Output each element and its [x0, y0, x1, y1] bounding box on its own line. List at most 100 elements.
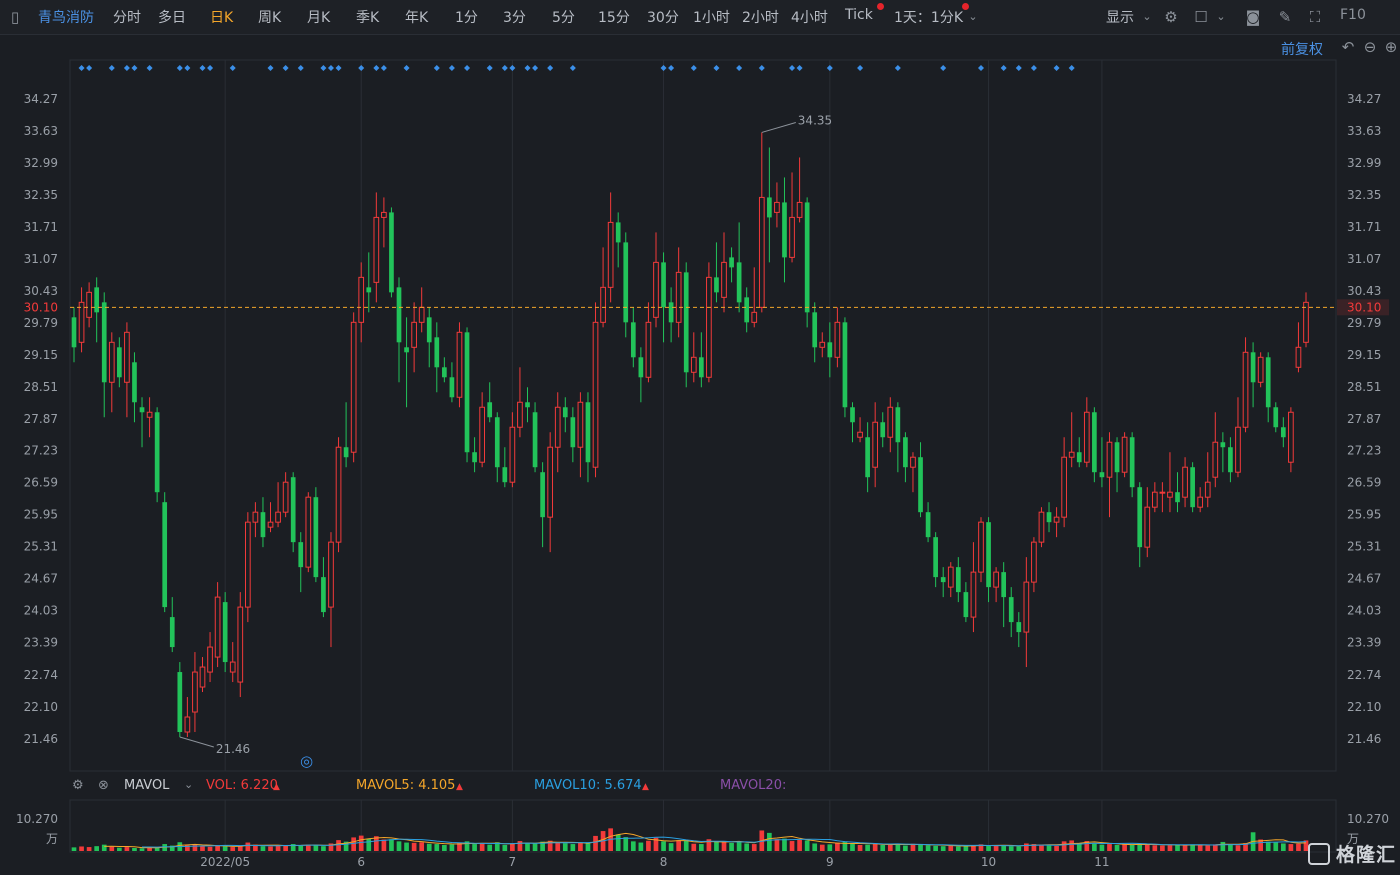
- candle-0: [71, 307, 77, 363]
- y-tick-right-20: 21.46: [1347, 732, 1381, 746]
- candle-131: [1061, 437, 1067, 528]
- candle-body-152: [1220, 442, 1226, 448]
- square-icon[interactable]: ☐: [1194, 8, 1208, 26]
- volume-bar-149: [1197, 845, 1203, 851]
- candle-9: [139, 397, 145, 448]
- event-marker-27: [524, 65, 531, 71]
- candle-98: [812, 302, 818, 363]
- period-tab-13[interactable]: 2小时: [742, 10, 779, 26]
- period-tab-12[interactable]: 1小时: [693, 10, 730, 26]
- candle-78: [661, 252, 666, 343]
- current-price-right: 30.10: [1347, 300, 1381, 314]
- period-tab-8[interactable]: 3分: [503, 10, 526, 26]
- candle-body-71: [607, 221, 614, 288]
- volume-bar-90: [751, 844, 757, 851]
- volume-bar-80: [676, 840, 682, 851]
- event-marker-17: [358, 65, 365, 71]
- pen-icon[interactable]: ✎: [1278, 8, 1292, 26]
- display-menu[interactable]: 显示: [1106, 10, 1134, 26]
- candle-80: [675, 247, 682, 338]
- volume-bar-76: [646, 840, 651, 851]
- y-tick-right-15: 24.67: [1347, 572, 1381, 586]
- candle-39: [366, 252, 372, 313]
- vol-axis-unit-right: 万: [1347, 832, 1359, 846]
- candle-body-151: [1212, 441, 1219, 478]
- event-marker-39: [826, 65, 833, 71]
- undo-icon[interactable]: ↶: [1341, 38, 1355, 56]
- candle-28: [282, 472, 289, 518]
- gear-icon[interactable]: ⚙: [1164, 8, 1178, 26]
- event-marker-35: [736, 65, 743, 71]
- candle-1: [78, 287, 85, 353]
- period-tab-14[interactable]: 4小时: [791, 10, 828, 26]
- candle-46: [418, 287, 425, 333]
- period-tab-1[interactable]: 多日: [158, 10, 186, 26]
- close-icon[interactable]: ⊗: [98, 778, 109, 793]
- volume-bar-106: [872, 843, 878, 851]
- candle-body-117: [955, 567, 961, 593]
- period-tab-2[interactable]: 日K: [210, 10, 234, 26]
- volume-bar-1: [79, 846, 84, 851]
- candle-body-80: [675, 271, 682, 323]
- high-price-label: 34.35: [798, 113, 832, 127]
- volume-bar-7: [124, 847, 130, 851]
- candle-body-45: [411, 321, 417, 348]
- settings-icon[interactable]: ⚙: [72, 778, 84, 793]
- candle-body-1: [78, 301, 85, 343]
- candle-87: [729, 247, 734, 283]
- event-marker-10: [229, 65, 236, 71]
- volume-bar-152: [1220, 841, 1226, 851]
- period-tab-4[interactable]: 月K: [307, 10, 331, 26]
- minus-icon[interactable]: ⊖: [1363, 38, 1377, 56]
- event-marker-28: [532, 65, 539, 71]
- candle-body-13: [169, 617, 175, 648]
- adjust-mode-button[interactable]: 前复权: [1281, 42, 1323, 58]
- indicator-name[interactable]: MAVOL: [124, 778, 170, 793]
- period-tab-9[interactable]: 5分: [552, 10, 575, 26]
- period-tab-10[interactable]: 15分: [598, 10, 630, 26]
- event-marker-31: [660, 65, 667, 71]
- x-tick-label-4: 9: [826, 855, 834, 869]
- candle-body-68: [585, 402, 591, 463]
- volume-bar-115: [940, 846, 946, 851]
- period-tab-6[interactable]: 年K: [405, 10, 429, 26]
- candle-34: [328, 532, 334, 648]
- indicator-chevron-icon[interactable]: ⌄: [184, 778, 194, 791]
- f10-button[interactable]: F10: [1340, 7, 1366, 23]
- candle-143: [1151, 482, 1158, 513]
- candle-body-18: [207, 646, 213, 673]
- volume-bar-154: [1235, 845, 1241, 851]
- volume-bar-144: [1160, 845, 1165, 851]
- stock-name[interactable]: 青鸟消防: [38, 10, 94, 26]
- camera-icon[interactable]: ◙: [1245, 8, 1261, 26]
- chevron-down-icon[interactable]: ⌄: [968, 10, 978, 23]
- sidebar-icon[interactable]: ▯: [10, 8, 20, 26]
- event-marker-1: [86, 65, 93, 71]
- period-tab-11[interactable]: 30分: [647, 10, 679, 26]
- candle-74: [630, 307, 636, 368]
- candle-body-101: [834, 321, 841, 358]
- period-tab-15[interactable]: Tick: [845, 7, 873, 23]
- candle-body-2: [86, 291, 92, 318]
- candle-24: [252, 502, 259, 538]
- volume-bar-74: [630, 841, 636, 851]
- display-chevron-icon[interactable]: ⌄: [1142, 10, 1152, 23]
- period-tab-7[interactable]: 1分: [455, 10, 478, 26]
- volume-bar-9: [139, 848, 145, 851]
- volume-bar-31: [305, 844, 311, 851]
- candle-body-47: [426, 317, 432, 343]
- square-chevron-icon[interactable]: ⌄: [1216, 10, 1226, 23]
- candle-body-158: [1265, 357, 1271, 408]
- period-tab-0[interactable]: 分时: [113, 10, 141, 26]
- period-tab-3[interactable]: 周K: [258, 10, 282, 26]
- volume-bar-110: [903, 845, 908, 851]
- plus-icon[interactable]: ⊕: [1384, 38, 1398, 56]
- volume-bar-73: [623, 837, 629, 851]
- candle-body-92: [767, 197, 772, 218]
- period-tab-5[interactable]: 季K: [356, 10, 380, 26]
- fullscreen-icon[interactable]: ⛶: [1309, 8, 1321, 26]
- event-marker-37: [789, 65, 796, 71]
- multi-period-selector[interactable]: 1天：1分K: [894, 10, 963, 26]
- event-marker-23: [464, 65, 471, 71]
